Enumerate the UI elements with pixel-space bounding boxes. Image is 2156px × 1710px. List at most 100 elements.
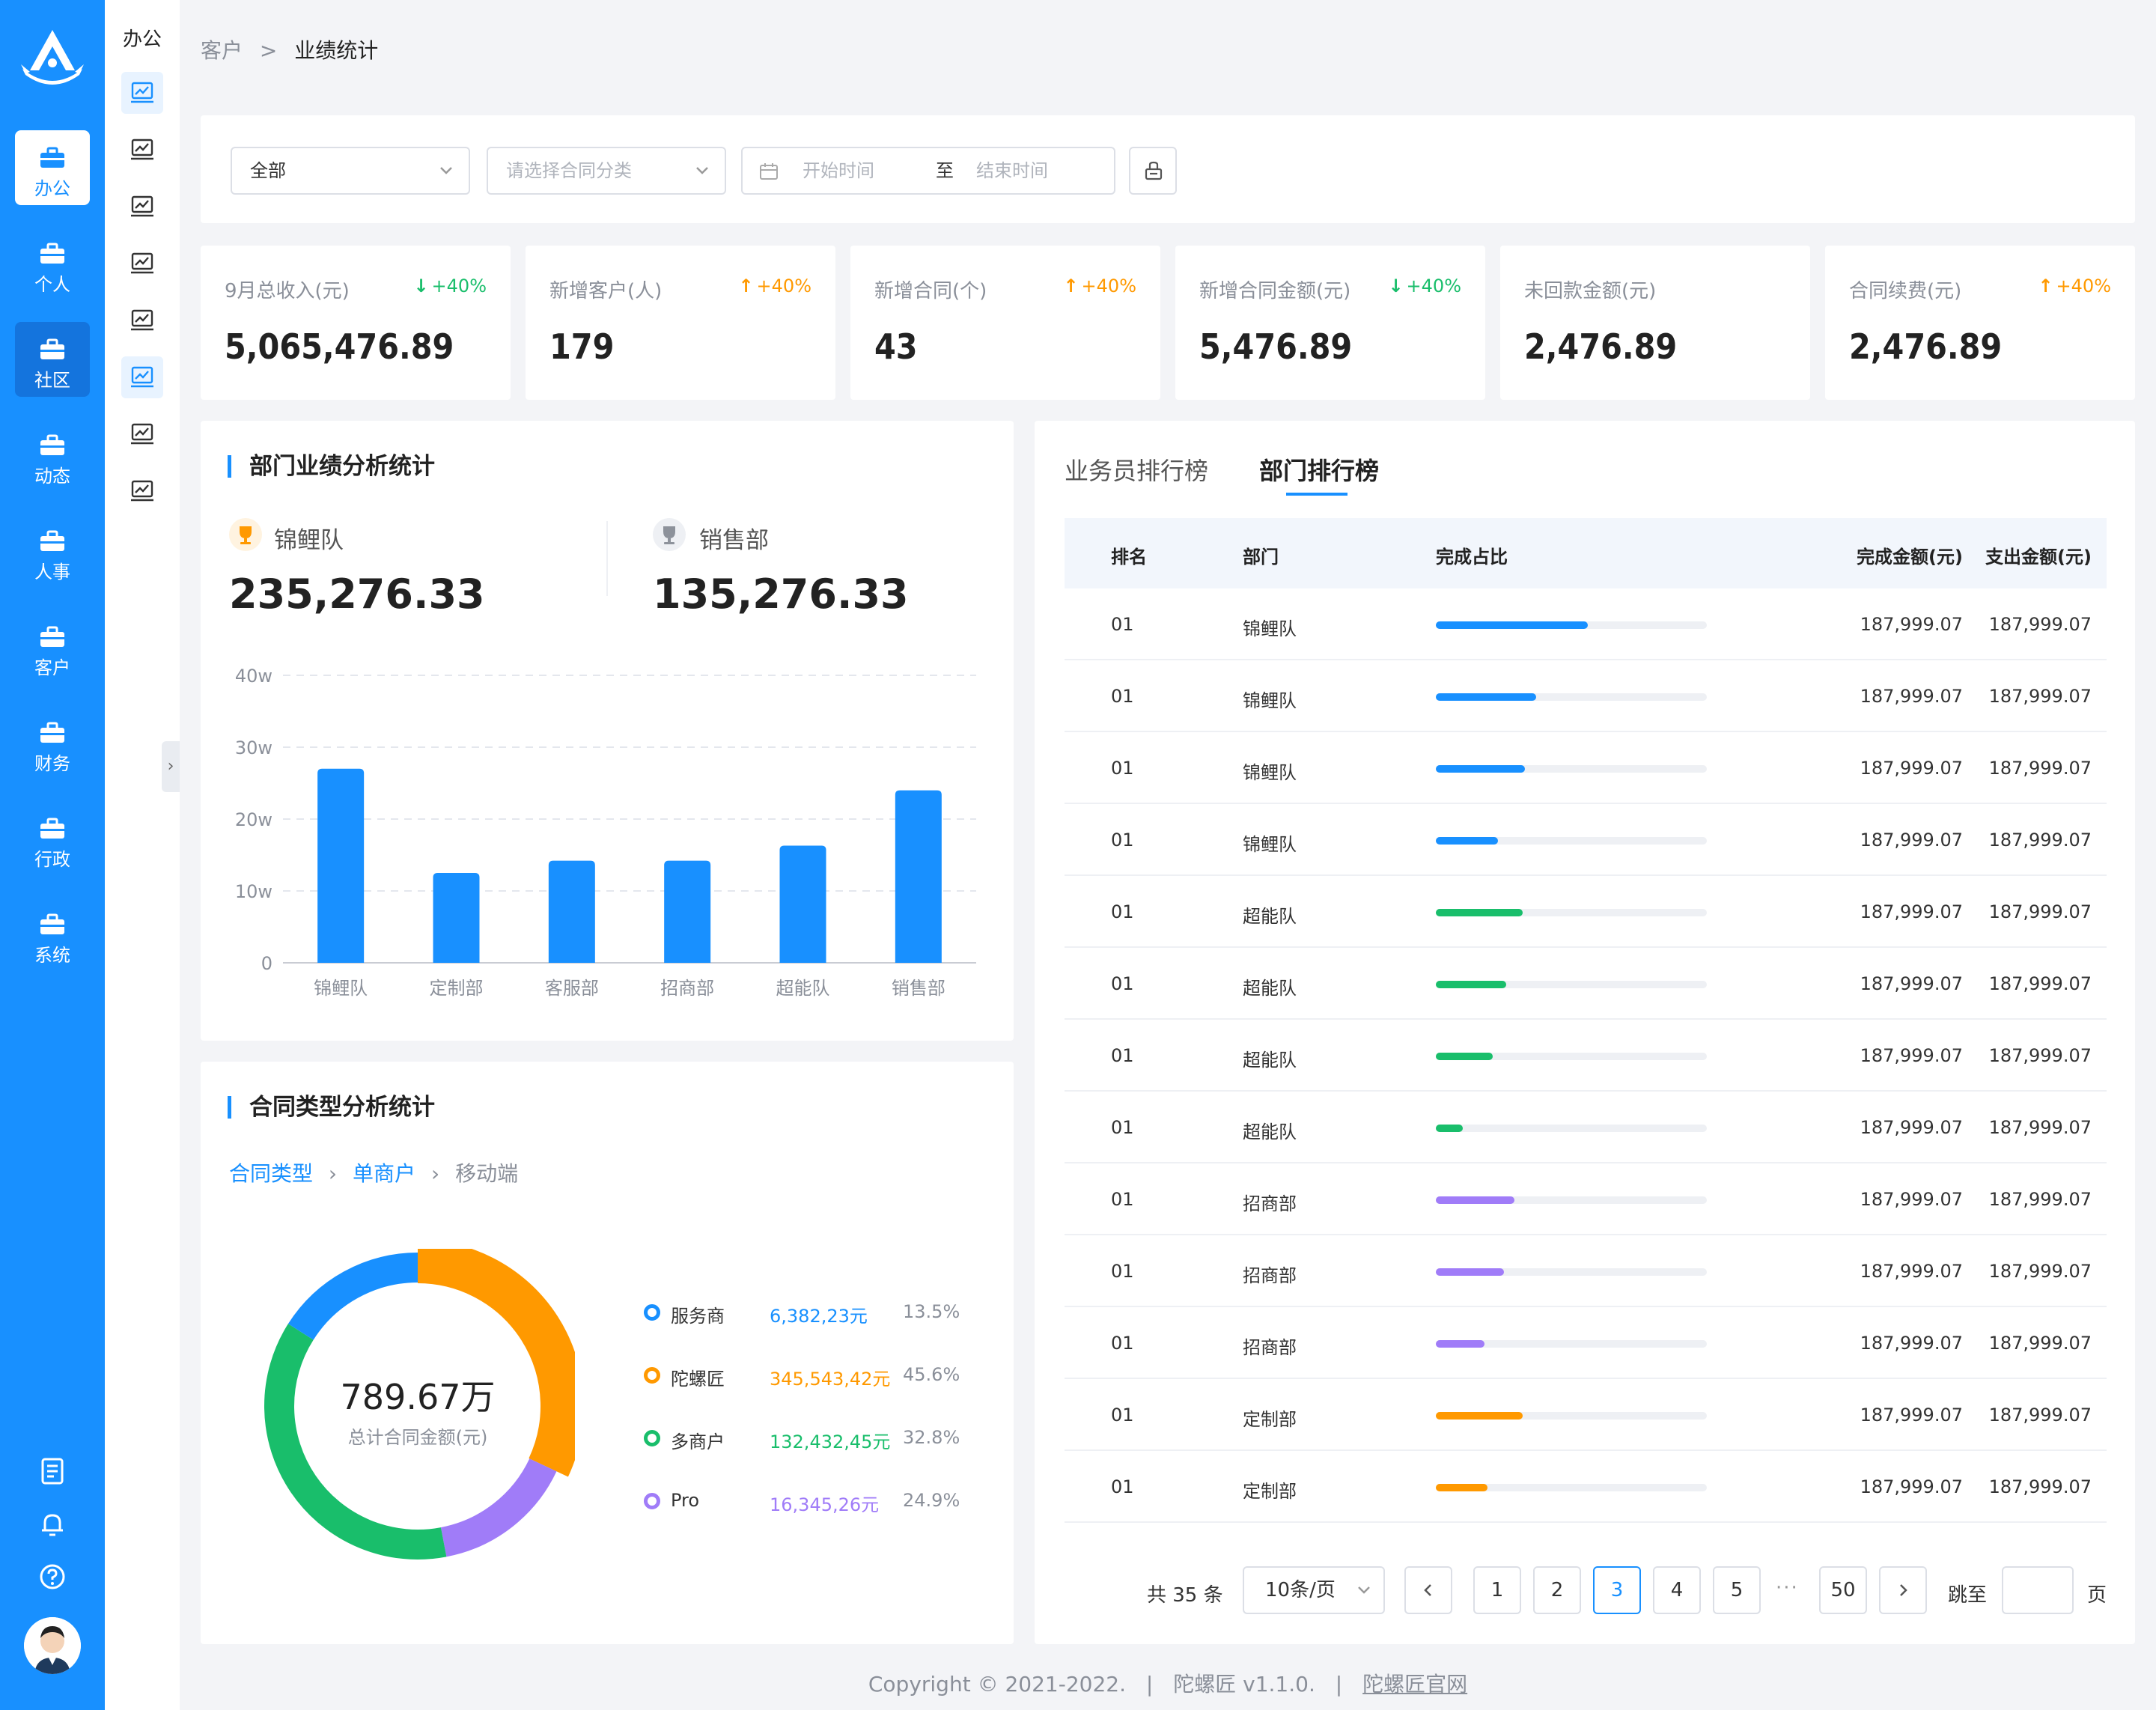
row-spend-amount: 187,999.07: [1988, 1045, 2092, 1066]
page-5[interactable]: 5: [1713, 1566, 1761, 1614]
nav-item-5[interactable]: 客户: [15, 609, 90, 684]
donut-segment[interactable]: [417, 1249, 575, 1477]
briefcase-icon: [40, 147, 64, 168]
row-divider: [1065, 1306, 2107, 1307]
page-4[interactable]: 4: [1653, 1566, 1701, 1614]
page-3[interactable]: 3: [1593, 1566, 1641, 1614]
donut-segment[interactable]: [264, 1324, 447, 1560]
table-row[interactable]: 01 锦鲤队 187,999.07 187,999.07: [1065, 588, 2107, 660]
path-single-merchant[interactable]: 单商户: [353, 1161, 416, 1186]
bar[interactable]: [548, 860, 595, 963]
donut-segment[interactable]: [287, 1253, 418, 1340]
help-icon[interactable]: [37, 1562, 67, 1592]
progress-fill: [1436, 1125, 1464, 1132]
table-row[interactable]: 01 招商部 187,999.07 187,999.07: [1065, 1235, 2107, 1307]
stat-trend: ↑ +40%: [2038, 276, 2111, 296]
sub-nav-item-7[interactable]: [121, 470, 163, 512]
progress-fill: [1436, 1053, 1493, 1060]
sub-nav-item-6[interactable]: [121, 413, 163, 455]
page-2[interactable]: 2: [1533, 1566, 1581, 1614]
progress-fill: [1436, 1412, 1523, 1420]
prev-page-button[interactable]: [1404, 1566, 1452, 1614]
jump-page-input[interactable]: [2002, 1566, 2074, 1614]
page-size-select[interactable]: 10条/页: [1243, 1566, 1385, 1614]
row-done-amount: 187,999.07: [1860, 830, 1963, 851]
start-date-input[interactable]: 开始时间: [803, 160, 874, 181]
dept-performance-title: 部门业绩分析统计: [228, 455, 435, 478]
legend-amount: 6,382,23元: [770, 1306, 868, 1327]
avatar[interactable]: [24, 1617, 81, 1674]
footer-official-link[interactable]: 陀螺匠官网: [1362, 1672, 1468, 1697]
table-row[interactable]: 01 锦鲤队 187,999.07 187,999.07: [1065, 660, 2107, 732]
nav-item-0[interactable]: 办公: [15, 130, 90, 205]
progress-track: [1436, 1484, 1707, 1491]
col-spend-amount: 支出金额(元): [1985, 547, 2092, 568]
collapse-toggle[interactable]: ›: [162, 741, 180, 792]
breadcrumb-parent[interactable]: 客户: [201, 38, 243, 63]
row-divider: [1065, 1521, 2107, 1523]
progress-fill: [1436, 837, 1499, 845]
page-1[interactable]: 1: [1473, 1566, 1521, 1614]
progress-track: [1436, 837, 1707, 845]
table-row[interactable]: 01 超能队 187,999.07 187,999.07: [1065, 948, 2107, 1020]
pagination-total: 共 35 条: [1147, 1584, 1223, 1607]
contract-category-select[interactable]: 请选择合同分类: [487, 147, 726, 195]
path-contract-type[interactable]: 合同类型: [229, 1161, 314, 1186]
date-range-picker[interactable]: 开始时间 至 结束时间: [741, 147, 1115, 195]
bar[interactable]: [895, 790, 942, 963]
table-row[interactable]: 01 超能队 187,999.07 187,999.07: [1065, 876, 2107, 948]
nav-item-2[interactable]: 社区: [15, 322, 90, 397]
stat-label: 新增客户(人): [549, 280, 663, 302]
footer-divider: |: [1335, 1672, 1343, 1697]
sub-nav-item-3[interactable]: [121, 243, 163, 285]
sub-nav-item-2[interactable]: [121, 186, 163, 228]
row-rank: 01: [1111, 830, 1134, 851]
nav-item-4[interactable]: 人事: [15, 514, 90, 588]
stat-card: 新增合同金额(元) ↓ +40% 5,476.89: [1175, 246, 1485, 400]
progress-track: [1436, 909, 1707, 916]
sub-nav-item-5[interactable]: [121, 356, 163, 398]
end-date-input[interactable]: 结束时间: [976, 160, 1048, 181]
bar[interactable]: [433, 873, 480, 963]
nav-item-label: 财务: [34, 753, 70, 774]
divider: [606, 521, 608, 596]
sub-sidebar: 办公: [105, 0, 180, 1710]
bar[interactable]: [779, 845, 826, 963]
ranking-tab[interactable]: 业务员排行榜: [1065, 457, 1209, 485]
nav-item-7[interactable]: 行政: [15, 801, 90, 876]
export-button[interactable]: [1129, 147, 1177, 195]
sub-sidebar-title: 办公: [122, 28, 162, 51]
document-list-icon[interactable]: [37, 1456, 67, 1486]
donut-total-value: 789.67万: [340, 1377, 496, 1417]
nav-item-3[interactable]: 动态: [15, 418, 90, 493]
dept-bar-chart: 0 10w 20w 30w 40w 锦鲤队 定制部 客服部 招商部 超能队 销售部: [235, 666, 976, 999]
table-row[interactable]: 01 招商部 187,999.07 187,999.07: [1065, 1163, 2107, 1235]
scope-select[interactable]: 全部: [231, 147, 470, 195]
nav-item-1[interactable]: 个人: [15, 226, 90, 301]
next-page-button[interactable]: [1879, 1566, 1927, 1614]
nav-item-8[interactable]: 系统: [15, 897, 90, 972]
donut-total-label: 总计合同金额(元): [347, 1427, 488, 1448]
page-last[interactable]: 50: [1819, 1566, 1867, 1614]
table-row[interactable]: 01 超能队 187,999.07 187,999.07: [1065, 1092, 2107, 1163]
nav-item-6[interactable]: 财务: [15, 705, 90, 780]
breadcrumb: 客户 > 业绩统计: [201, 34, 378, 64]
table-row[interactable]: 01 锦鲤队 187,999.07 187,999.07: [1065, 732, 2107, 804]
stat-trend-value: +40%: [2056, 276, 2111, 296]
top2-dept-value: 135,276.33: [653, 570, 909, 618]
table-row[interactable]: 01 招商部 187,999.07 187,999.07: [1065, 1307, 2107, 1379]
bar[interactable]: [664, 860, 711, 963]
table-row[interactable]: 01 锦鲤队 187,999.07 187,999.07: [1065, 804, 2107, 876]
pagination-ellipsis[interactable]: ···: [1776, 1577, 1799, 1599]
sub-nav-item-1[interactable]: [121, 129, 163, 171]
ranking-tab[interactable]: 部门排行榜: [1259, 457, 1380, 485]
bell-icon[interactable]: [37, 1509, 67, 1539]
bar[interactable]: [317, 768, 365, 963]
sub-nav-item-0[interactable]: [121, 72, 163, 114]
table-row[interactable]: 01 定制部 187,999.07 187,999.07: [1065, 1379, 2107, 1451]
table-row[interactable]: 01 定制部 187,999.07 187,999.07: [1065, 1451, 2107, 1523]
y-tick-label: 0: [261, 953, 272, 974]
donut-segment[interactable]: [440, 1458, 557, 1557]
sub-nav-item-4[interactable]: [121, 299, 163, 341]
table-row[interactable]: 01 超能队 187,999.07 187,999.07: [1065, 1020, 2107, 1092]
